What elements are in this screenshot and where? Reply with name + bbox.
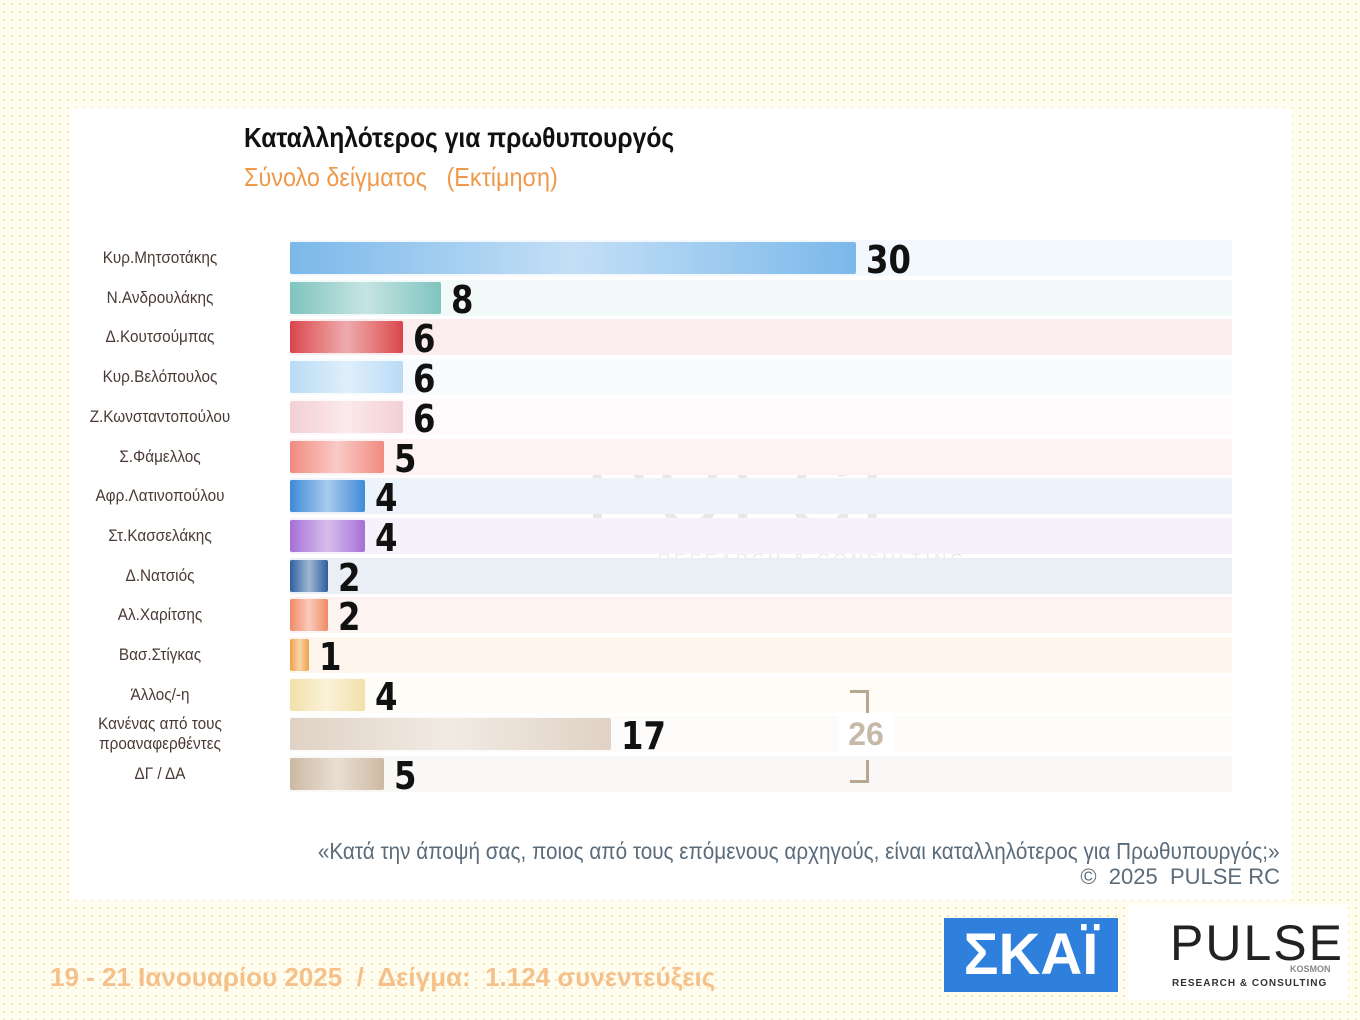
row-track bbox=[290, 517, 1232, 554]
row-track bbox=[290, 597, 1232, 634]
category-label: Άλλος/-η bbox=[130, 684, 190, 704]
category-label: Κυρ.Μητσοτάκης bbox=[102, 248, 218, 267]
category-label: Βασ.Στίγκας bbox=[118, 645, 202, 664]
bar bbox=[290, 400, 404, 433]
value-label: 5 bbox=[394, 436, 417, 481]
row-track bbox=[290, 676, 1232, 713]
row-track bbox=[290, 438, 1232, 475]
value-label: 5 bbox=[394, 754, 417, 799]
question: «Κατά την άποψή σας, ποιος από τους επόμ… bbox=[318, 838, 1280, 864]
category-label: Ν.Ανδρουλάκης bbox=[106, 287, 214, 307]
kosmon-logo: KOSMON bbox=[1290, 964, 1331, 974]
value-label: 4 bbox=[375, 674, 398, 719]
bar bbox=[290, 361, 404, 394]
value-label: 4 bbox=[375, 476, 398, 521]
bar bbox=[290, 519, 366, 552]
bar bbox=[290, 678, 366, 711]
pulse-logo: PULSE bbox=[1170, 915, 1344, 971]
footer: 19 - 21 Ιανουαρίου 2025 / Δείγμα: 1.124 … bbox=[50, 962, 716, 992]
category-label: Κανένας από τους προαναφερθέντες bbox=[98, 714, 222, 754]
category-label: Στ.Κασσελάκης bbox=[108, 525, 212, 545]
row-track bbox=[290, 756, 1232, 793]
category-label: Κυρ.Βελόπουλος bbox=[102, 367, 218, 387]
category-label: ΔΓ / ΔΑ bbox=[134, 764, 186, 784]
skai-logo: ΣΚΑΪ bbox=[944, 918, 1118, 992]
bar bbox=[290, 599, 328, 632]
chart-title: Καταλληλότερος για πρωθυπουργός bbox=[244, 122, 675, 153]
category-label: Δ.Κουτσούμπας bbox=[105, 327, 215, 347]
value-label: 4 bbox=[375, 515, 398, 560]
row-track bbox=[290, 359, 1232, 396]
bar bbox=[290, 480, 366, 513]
bar bbox=[290, 242, 856, 274]
bar bbox=[290, 559, 328, 592]
bar bbox=[290, 440, 385, 473]
value-label: 2 bbox=[337, 595, 361, 640]
copyright: © 2025 PULSE RC bbox=[1080, 864, 1280, 889]
pulse-logo-sub: RESEARCH & CONSULTING bbox=[1172, 978, 1328, 989]
value-label: 17 bbox=[620, 714, 666, 759]
value-label: 2 bbox=[337, 555, 361, 600]
row-track bbox=[290, 398, 1232, 435]
row-track bbox=[290, 478, 1232, 515]
bar bbox=[290, 718, 611, 751]
bar bbox=[290, 281, 441, 314]
value-label: 30 bbox=[866, 238, 911, 282]
row-track bbox=[290, 557, 1232, 594]
bracket-bottom bbox=[850, 760, 869, 783]
category-label: Ζ.Κωνσταντοπούλου bbox=[89, 406, 231, 426]
category-label: Αλ.Χαρίτσης bbox=[117, 605, 203, 625]
value-label: 1 bbox=[318, 635, 342, 679]
category-label: Δ.Νατσιός bbox=[125, 565, 195, 585]
bracket-top bbox=[850, 690, 869, 713]
category-label: Σ.Φάμελλος bbox=[119, 446, 201, 466]
value-label: 6 bbox=[413, 396, 436, 441]
pulse-logo-bg bbox=[1128, 905, 1348, 1000]
bar bbox=[290, 639, 309, 671]
value-label: 8 bbox=[450, 277, 474, 322]
bar bbox=[290, 321, 404, 354]
row-track bbox=[290, 279, 1232, 316]
category-label: Αφρ.Λατινοπούλου bbox=[95, 486, 225, 506]
value-label: 6 bbox=[413, 317, 436, 362]
value-label: 6 bbox=[413, 357, 436, 402]
row-track bbox=[290, 319, 1232, 356]
bar bbox=[290, 758, 385, 791]
row-track bbox=[290, 637, 1232, 673]
chart-subtitle: Σύνολο δείγματος (Εκτίμηση) bbox=[244, 162, 558, 192]
bracket-total: 26 bbox=[838, 716, 894, 753]
